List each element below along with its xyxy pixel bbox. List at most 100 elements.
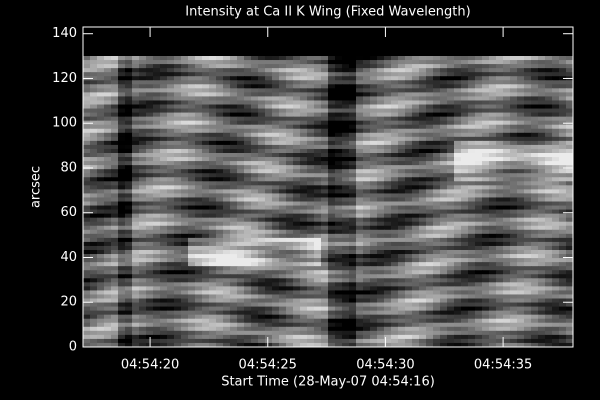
image-pixel [356, 254, 364, 259]
image-pixel [475, 161, 483, 166]
image-pixel [251, 185, 259, 190]
image-pixel [167, 290, 175, 295]
image-pixel [342, 245, 350, 251]
image-pixel [468, 165, 476, 170]
image-pixel [118, 68, 126, 73]
image-pixel [447, 318, 455, 324]
image-pixel [335, 96, 343, 101]
image-pixel [482, 237, 490, 243]
image-pixel [244, 173, 252, 178]
image-pixel [538, 56, 546, 61]
image-pixel [230, 173, 238, 178]
image-pixel [468, 310, 476, 316]
image-pixel [384, 318, 392, 324]
image-pixel [265, 229, 273, 235]
image-pixel [384, 84, 392, 89]
image-pixel [223, 116, 231, 122]
image-pixel [307, 157, 315, 162]
image-pixel [405, 229, 413, 235]
image-pixel [202, 112, 210, 118]
image-pixel [209, 221, 217, 227]
image-pixel [202, 84, 210, 89]
image-pixel [566, 318, 574, 324]
image-pixel [104, 294, 112, 299]
image-pixel [244, 217, 252, 223]
image-pixel [251, 68, 259, 73]
image-pixel [559, 213, 567, 219]
image-pixel [468, 302, 476, 308]
image-pixel [447, 120, 455, 126]
image-pixel [496, 233, 504, 239]
image-pixel [405, 64, 413, 69]
image-pixel [321, 148, 329, 154]
image-pixel [531, 306, 539, 312]
image-pixel [370, 144, 378, 150]
image-pixel [83, 286, 91, 291]
image-pixel [132, 266, 140, 271]
image-pixel [307, 76, 315, 81]
image-pixel [216, 108, 224, 114]
image-pixel [251, 108, 259, 114]
image-pixel [202, 294, 210, 299]
image-pixel [363, 144, 371, 150]
image-pixel [139, 84, 147, 89]
image-pixel [335, 310, 343, 316]
image-pixel [503, 88, 511, 93]
image-pixel [412, 189, 420, 194]
image-pixel [405, 217, 413, 223]
image-pixel [125, 144, 133, 150]
image-pixel [195, 258, 203, 263]
image-pixel [398, 169, 406, 174]
image-pixel [314, 116, 322, 122]
image-pixel [251, 136, 259, 142]
image-pixel [272, 262, 280, 267]
image-pixel [426, 237, 434, 243]
image-pixel [328, 185, 336, 190]
image-pixel [405, 181, 413, 186]
image-pixel [188, 205, 196, 211]
image-pixel [216, 250, 224, 255]
image-pixel [272, 237, 280, 243]
image-pixel [293, 254, 301, 259]
image-pixel [153, 254, 161, 259]
image-pixel [531, 104, 539, 110]
image-pixel [419, 282, 427, 287]
image-pixel [517, 286, 525, 291]
image-pixel [111, 306, 119, 312]
image-pixel [272, 144, 280, 150]
image-pixel [111, 225, 119, 231]
image-pixel [146, 92, 154, 97]
image-pixel [97, 201, 105, 207]
image-pixel [265, 161, 273, 166]
image-pixel [237, 197, 245, 202]
image-pixel [188, 310, 196, 316]
image-pixel [482, 148, 490, 154]
image-pixel [391, 68, 399, 73]
image-pixel [377, 250, 385, 255]
image-pixel [97, 165, 105, 170]
image-pixel [181, 209, 189, 215]
image-pixel [97, 197, 105, 202]
image-pixel [258, 100, 266, 105]
image-pixel [489, 189, 497, 194]
image-pixel [286, 326, 294, 332]
image-pixel [447, 144, 455, 150]
image-pixel [363, 326, 371, 332]
image-pixel [153, 318, 161, 324]
image-pixel [559, 185, 567, 190]
image-pixel [349, 136, 357, 142]
image-pixel [90, 169, 98, 174]
image-pixel [405, 92, 413, 97]
image-pixel [363, 161, 371, 166]
image-pixel [510, 258, 518, 263]
image-pixel [118, 116, 126, 122]
image-pixel [328, 104, 336, 110]
image-pixel [440, 229, 448, 235]
image-pixel [349, 233, 357, 239]
image-pixel [314, 120, 322, 126]
image-pixel [370, 225, 378, 231]
image-pixel [552, 56, 560, 61]
image-pixel [559, 314, 567, 320]
image-pixel [566, 282, 574, 287]
image-pixel [552, 310, 560, 316]
